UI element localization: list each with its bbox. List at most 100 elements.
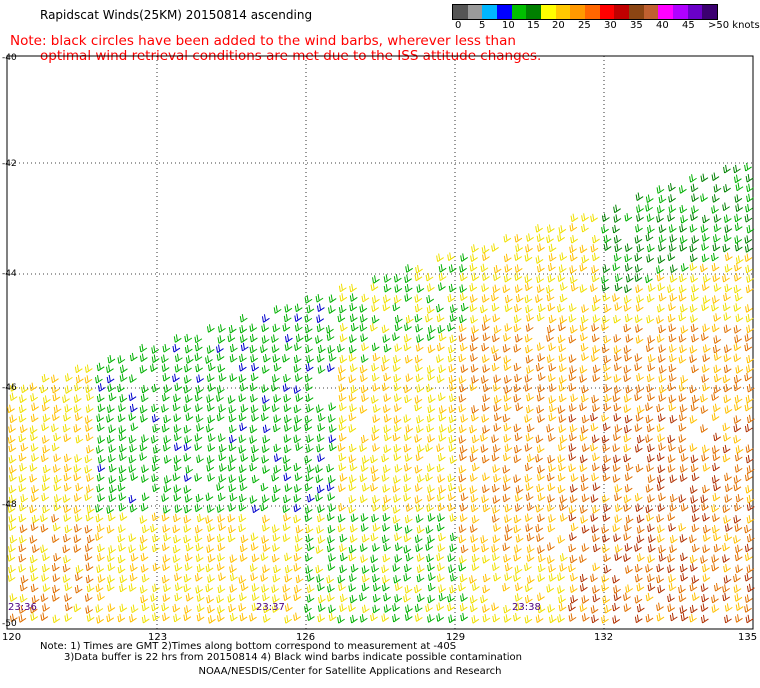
wind-barb	[569, 584, 578, 594]
wind-barb	[547, 454, 556, 464]
wind-barb	[229, 613, 238, 622]
wind-barb	[381, 453, 390, 463]
wind-barb	[184, 505, 192, 514]
wind-barb	[240, 582, 249, 592]
wind-barb	[590, 442, 598, 452]
wind-barb	[393, 393, 402, 402]
wind-barb	[502, 465, 511, 474]
wind-barb	[316, 303, 325, 312]
wind-barb	[536, 483, 545, 493]
wind-barb	[195, 585, 204, 594]
wind-barb	[239, 353, 247, 363]
wind-barb	[746, 564, 755, 574]
wind-barb	[405, 503, 414, 512]
wind-barb	[645, 402, 653, 412]
color-legend-labels: 0 5 10 15 20 25 30 35 40 45 >50 knots	[450, 20, 760, 34]
wind-barb	[216, 385, 225, 394]
wind-barb	[678, 423, 687, 432]
wind-barb	[173, 455, 182, 464]
wind-barb	[18, 452, 27, 462]
wind-barb	[602, 363, 611, 372]
wind-barb	[327, 562, 336, 572]
wind-barb	[669, 415, 678, 424]
wind-barb	[51, 514, 60, 523]
wind-barb	[612, 293, 620, 302]
wind-barb	[139, 405, 148, 414]
wind-barb	[570, 572, 578, 582]
wind-barb	[218, 404, 227, 413]
wind-barb	[481, 245, 490, 254]
wind-barb	[513, 362, 522, 372]
wind-barb	[723, 164, 731, 174]
wind-barb	[140, 393, 149, 403]
wind-barb	[645, 614, 654, 623]
wind-barb	[514, 304, 522, 313]
wind-barb	[744, 604, 752, 613]
wind-barb	[459, 272, 468, 282]
legend-swatch-6	[541, 5, 556, 19]
wind-barb	[647, 443, 655, 453]
wind-barb	[393, 355, 401, 364]
wind-barb	[525, 355, 534, 364]
wind-barb	[416, 525, 425, 534]
wind-barb	[471, 434, 480, 444]
wind-barb	[733, 375, 742, 384]
wind-barb	[502, 413, 511, 423]
wind-barb	[591, 333, 600, 343]
wind-barb	[448, 434, 457, 444]
wind-barb	[403, 573, 412, 582]
wind-barb	[96, 473, 105, 482]
wind-barb	[338, 305, 347, 314]
wind-barb	[537, 372, 546, 382]
wind-barb	[31, 514, 40, 524]
wind-barb	[581, 595, 590, 604]
wind-barb	[602, 293, 611, 302]
wind-barb	[7, 553, 16, 562]
wind-barb	[690, 274, 698, 283]
wind-barb	[569, 532, 577, 541]
wind-barb	[128, 455, 137, 464]
wind-barb	[129, 374, 137, 383]
wind-barb	[447, 293, 456, 303]
wind-barb	[590, 412, 598, 422]
wind-barb	[669, 494, 678, 503]
wind-barb	[30, 493, 39, 502]
wind-barb	[371, 425, 380, 434]
wind-barb	[436, 303, 444, 313]
wind-barb	[625, 565, 633, 574]
wind-barb	[579, 402, 588, 412]
wind-barb	[392, 302, 401, 312]
wind-barb	[667, 603, 676, 613]
wind-barb	[359, 443, 368, 453]
wind-barb	[229, 343, 238, 353]
wind-barb	[128, 544, 137, 554]
wind-barb	[86, 613, 95, 622]
wind-barb	[471, 562, 480, 572]
wind-barb	[634, 563, 643, 573]
wind-barb	[326, 593, 335, 602]
wind-barb	[251, 474, 260, 484]
wind-barb	[42, 445, 51, 454]
wind-barb	[293, 385, 302, 394]
wind-barb	[372, 593, 381, 603]
wind-barb	[722, 422, 731, 432]
wind-barb	[293, 552, 302, 562]
wind-barb	[656, 563, 665, 573]
wind-barb	[590, 422, 599, 432]
wind-barb	[240, 453, 249, 462]
wind-barb	[624, 523, 632, 532]
wind-barb	[570, 393, 579, 403]
wind-barb	[492, 313, 501, 323]
wind-barb	[667, 593, 675, 603]
wind-barb	[602, 472, 611, 482]
wind-barb	[645, 274, 653, 284]
wind-barb	[492, 284, 501, 294]
wind-barb	[712, 513, 720, 523]
wind-barb	[108, 493, 117, 503]
wind-barb	[416, 593, 425, 603]
wind-barb	[183, 485, 192, 494]
wind-barb	[393, 494, 401, 503]
wind-barb	[427, 404, 436, 414]
legend-swatch-5	[526, 5, 542, 19]
wind-barb	[382, 484, 391, 493]
